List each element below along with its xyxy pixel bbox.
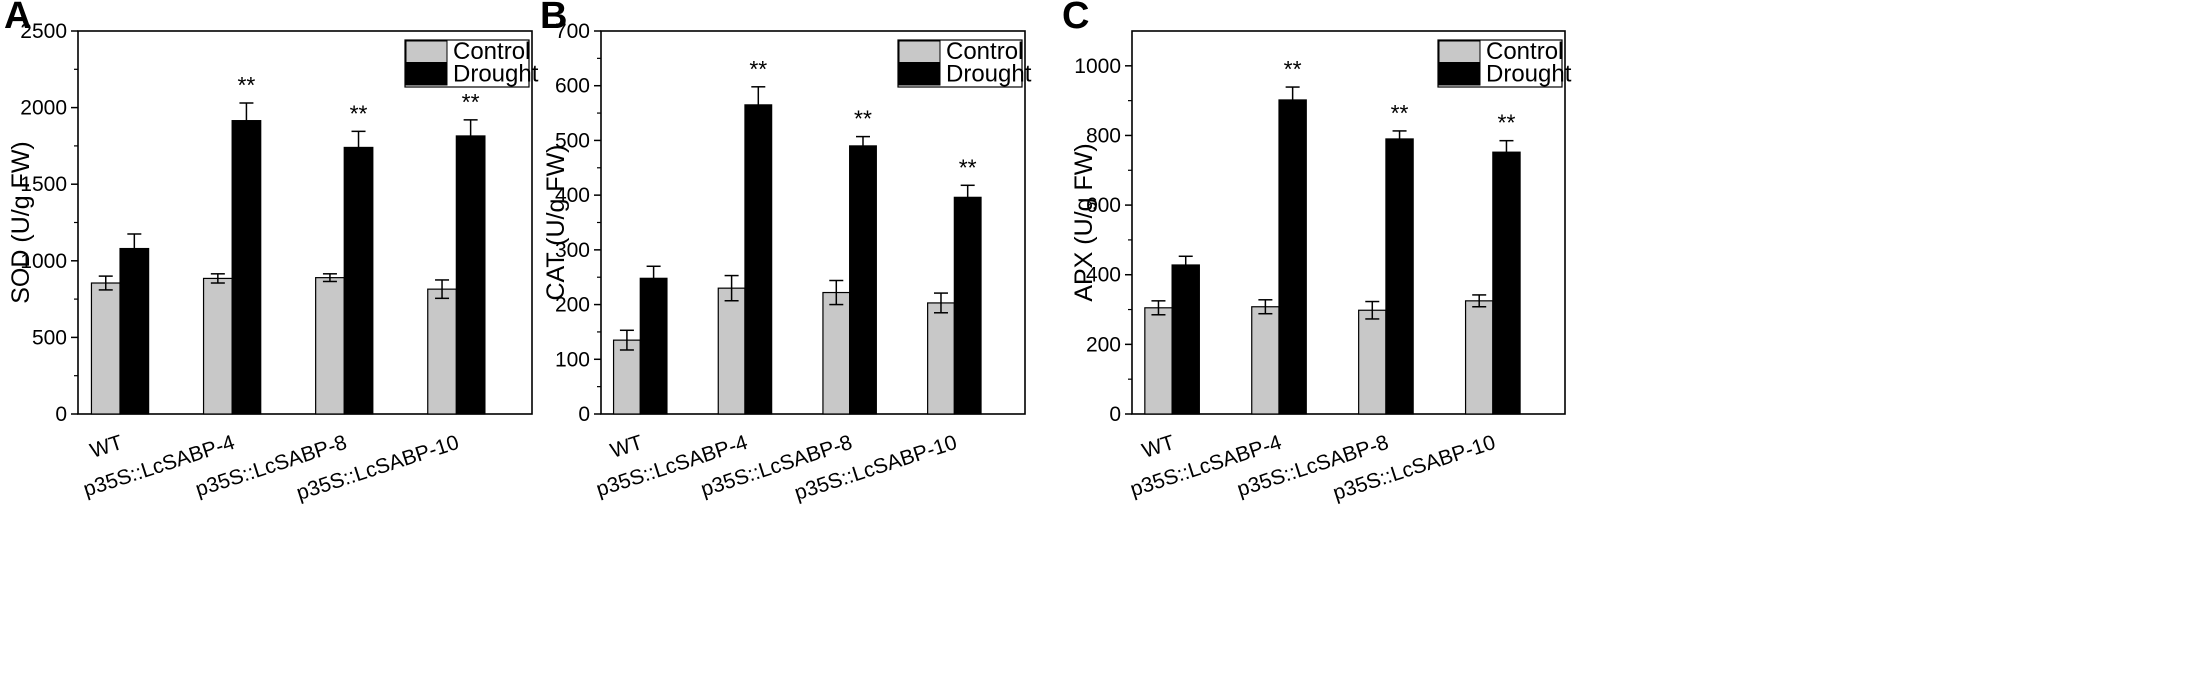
legend-label-drought: Drought <box>946 61 1032 88</box>
bar-control <box>315 277 345 415</box>
significance-label: ** <box>1498 110 1516 136</box>
y-tick-label: 0 <box>55 403 67 426</box>
bar-control <box>1144 307 1173 415</box>
bar-control <box>612 339 641 415</box>
significance-label: ** <box>237 72 255 98</box>
y-axis-label: APX (U/g FW) <box>1070 143 1098 301</box>
y-tick-label: 600 <box>1086 194 1121 217</box>
bar-control <box>927 302 955 415</box>
y-tick-label: 800 <box>1086 124 1121 147</box>
y-tick-label: 2000 <box>20 97 67 120</box>
bar-drought <box>849 145 877 415</box>
bar-drought <box>639 277 668 415</box>
bar-control <box>1464 300 1494 415</box>
bar-drought <box>1492 151 1521 415</box>
y-tick-label: 200 <box>1086 333 1121 356</box>
x-category-label: WT <box>608 431 646 463</box>
bar-drought <box>455 135 486 415</box>
y-tick-label: 400 <box>1086 264 1121 287</box>
y-tick-label: 500 <box>555 129 590 152</box>
significance-label: ** <box>350 100 368 126</box>
bar-control <box>822 291 851 415</box>
significance-label: ** <box>959 154 977 180</box>
legend-label-control: Control <box>453 38 530 65</box>
x-category-label: WT <box>87 431 125 463</box>
y-tick-label: 300 <box>555 239 590 262</box>
legend-label-drought: Drought <box>453 61 539 88</box>
y-tick-label: 500 <box>32 326 67 349</box>
significance-label: ** <box>854 106 872 132</box>
bar-control <box>202 277 233 415</box>
legend-swatch-control <box>405 40 448 63</box>
y-axis-label: SOD (U/g FW) <box>7 141 35 304</box>
bar-drought <box>1171 264 1200 415</box>
bar-control <box>427 288 457 415</box>
y-tick-label: 1000 <box>20 250 67 273</box>
bar-drought <box>119 247 150 415</box>
plot-frame <box>1131 30 1566 415</box>
legend-label-control: Control <box>946 38 1023 65</box>
bar-drought <box>1278 99 1307 415</box>
panel-letter: C <box>1062 0 1089 37</box>
y-tick-label: 600 <box>555 75 590 98</box>
legend-label-drought: Drought <box>1486 61 1572 88</box>
y-tick-label: 2500 <box>20 20 67 43</box>
significance-label: ** <box>1391 100 1409 126</box>
legend-swatch-control <box>1438 40 1481 63</box>
panel-letter: B <box>540 0 567 37</box>
y-tick-label: 0 <box>578 403 590 426</box>
y-axis-label: CAT (U/g FW) <box>542 144 570 300</box>
bar-drought <box>744 104 773 415</box>
y-tick-label: 700 <box>555 20 590 43</box>
bar-drought <box>953 196 982 415</box>
bar-control <box>90 282 121 415</box>
significance-label: ** <box>749 56 767 82</box>
bar-control <box>1358 309 1387 415</box>
legend-swatch-control <box>898 40 941 63</box>
y-tick-label: 100 <box>555 348 590 371</box>
y-tick-label: 400 <box>555 184 590 207</box>
bar-drought <box>231 120 262 415</box>
legend-swatch-drought <box>898 63 941 86</box>
x-category-label: WT <box>1139 431 1177 463</box>
significance-label: ** <box>1284 56 1302 82</box>
panel-letter: A <box>4 0 31 37</box>
bar-control <box>717 287 746 415</box>
legend-swatch-drought <box>1438 63 1481 86</box>
significance-label: ** <box>462 89 480 115</box>
y-tick-label: 200 <box>555 294 590 317</box>
bar-drought <box>343 146 374 415</box>
bar-control <box>1251 306 1280 415</box>
y-tick-label: 1000 <box>1074 55 1121 78</box>
bar-drought <box>1385 138 1414 415</box>
y-tick-label: 0 <box>1109 403 1121 426</box>
legend-label-control: Control <box>1486 38 1563 65</box>
legend-swatch-drought <box>405 63 448 86</box>
y-tick-label: 1500 <box>20 173 67 196</box>
